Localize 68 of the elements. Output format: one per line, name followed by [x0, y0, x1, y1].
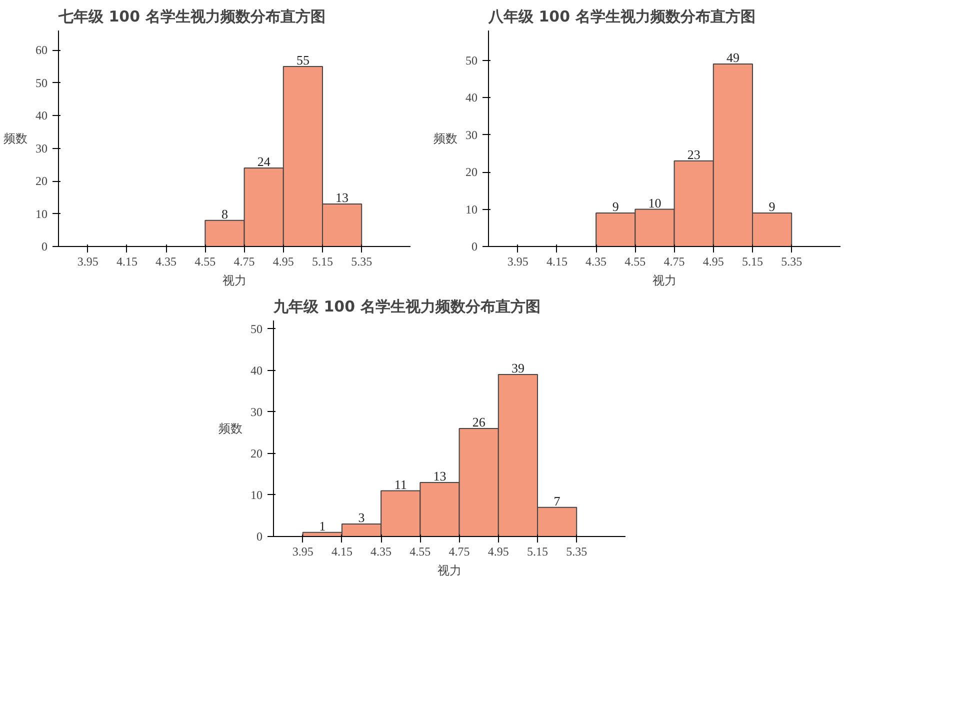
- y-tick-label: 50: [466, 53, 478, 68]
- y-tick-label: 50: [250, 322, 262, 336]
- x-tick-label: 4.35: [156, 254, 177, 268]
- y-tick-label: 0: [472, 240, 478, 254]
- data-label: 1: [319, 518, 326, 534]
- x-tick-label: 4.75: [664, 254, 685, 268]
- x-tick-label: 4.15: [546, 254, 568, 268]
- x-tick-label: 5.35: [351, 254, 372, 268]
- y-tick-label: 40: [250, 363, 262, 378]
- x-axis-title: 视力: [222, 274, 246, 288]
- x-axis-title: 视力: [652, 274, 676, 288]
- data-label: 39: [511, 360, 524, 376]
- x-tick-label: 5.35: [566, 544, 588, 558]
- y-tick-label: 30: [36, 141, 48, 156]
- x-tick-label: 3.95: [77, 254, 98, 268]
- y-tick-label: 60: [36, 43, 48, 58]
- y-tick-label: 40: [36, 108, 48, 123]
- data-label: 26: [472, 414, 486, 430]
- data-label: 49: [726, 50, 740, 66]
- y-tick-label: 50: [36, 76, 48, 90]
- x-tick-label: 5.15: [527, 544, 548, 558]
- x-tick-label: 4.95: [272, 254, 294, 268]
- y-tick-label: 10: [250, 488, 262, 502]
- y-tick-label: 0: [42, 240, 48, 254]
- y-axis-title: 频数: [434, 132, 458, 146]
- chart-title: 七年级 100 名学生视力频数分布直方图: [58, 8, 326, 26]
- y-tick-label: 20: [466, 165, 478, 180]
- x-tick-label: 4.55: [624, 254, 646, 268]
- chart-title: 九年级 100 名学生视力频数分布直方图: [272, 298, 540, 316]
- x-tick-label: 4.35: [370, 544, 392, 558]
- x-tick-label: 4.15: [331, 544, 352, 558]
- y-tick-label: 30: [466, 128, 478, 142]
- y-tick-label: 20: [36, 174, 48, 188]
- y-tick-label: 20: [250, 446, 262, 460]
- data-label: 23: [687, 146, 700, 162]
- data-label: 10: [648, 195, 662, 210]
- y-tick-label: 10: [36, 206, 48, 221]
- data-label: 3: [358, 510, 365, 526]
- data-label: 13: [433, 468, 446, 484]
- data-label: 24: [257, 154, 271, 169]
- x-tick-label: 5.15: [312, 254, 333, 268]
- x-tick-label: 4.55: [194, 254, 216, 268]
- data-label: 55: [296, 52, 310, 68]
- x-tick-label: 4.75: [234, 254, 255, 268]
- x-tick-label: 4.35: [586, 254, 607, 268]
- x-tick-label: 5.15: [742, 254, 763, 268]
- y-axis-title: 频数: [218, 422, 242, 436]
- y-tick-label: 40: [466, 90, 478, 105]
- data-label: 7: [554, 493, 561, 508]
- data-label: 9: [612, 198, 619, 214]
- y-tick-label: 0: [256, 530, 262, 544]
- x-tick-label: 4.75: [448, 544, 470, 558]
- x-tick-label: 4.95: [702, 254, 724, 268]
- data-label: 13: [336, 190, 349, 205]
- x-tick-label: 4.55: [410, 544, 431, 558]
- x-tick-label: 3.95: [507, 254, 528, 268]
- y-tick-label: 10: [466, 202, 478, 216]
- data-label: 9: [768, 198, 776, 214]
- x-tick-label: 4.95: [488, 544, 509, 558]
- x-axis-title: 视力: [438, 564, 462, 578]
- x-tick-label: 5.35: [781, 254, 802, 268]
- y-axis-title: 频数: [4, 132, 28, 146]
- x-tick-label: 4.15: [116, 254, 138, 268]
- chart-title: 八年级 100 名学生视力频数分布直方图: [488, 8, 756, 26]
- x-tick-label: 3.95: [292, 544, 314, 558]
- y-tick-label: 30: [250, 404, 262, 419]
- data-label: 11: [394, 476, 407, 492]
- data-label: 8: [221, 206, 228, 222]
